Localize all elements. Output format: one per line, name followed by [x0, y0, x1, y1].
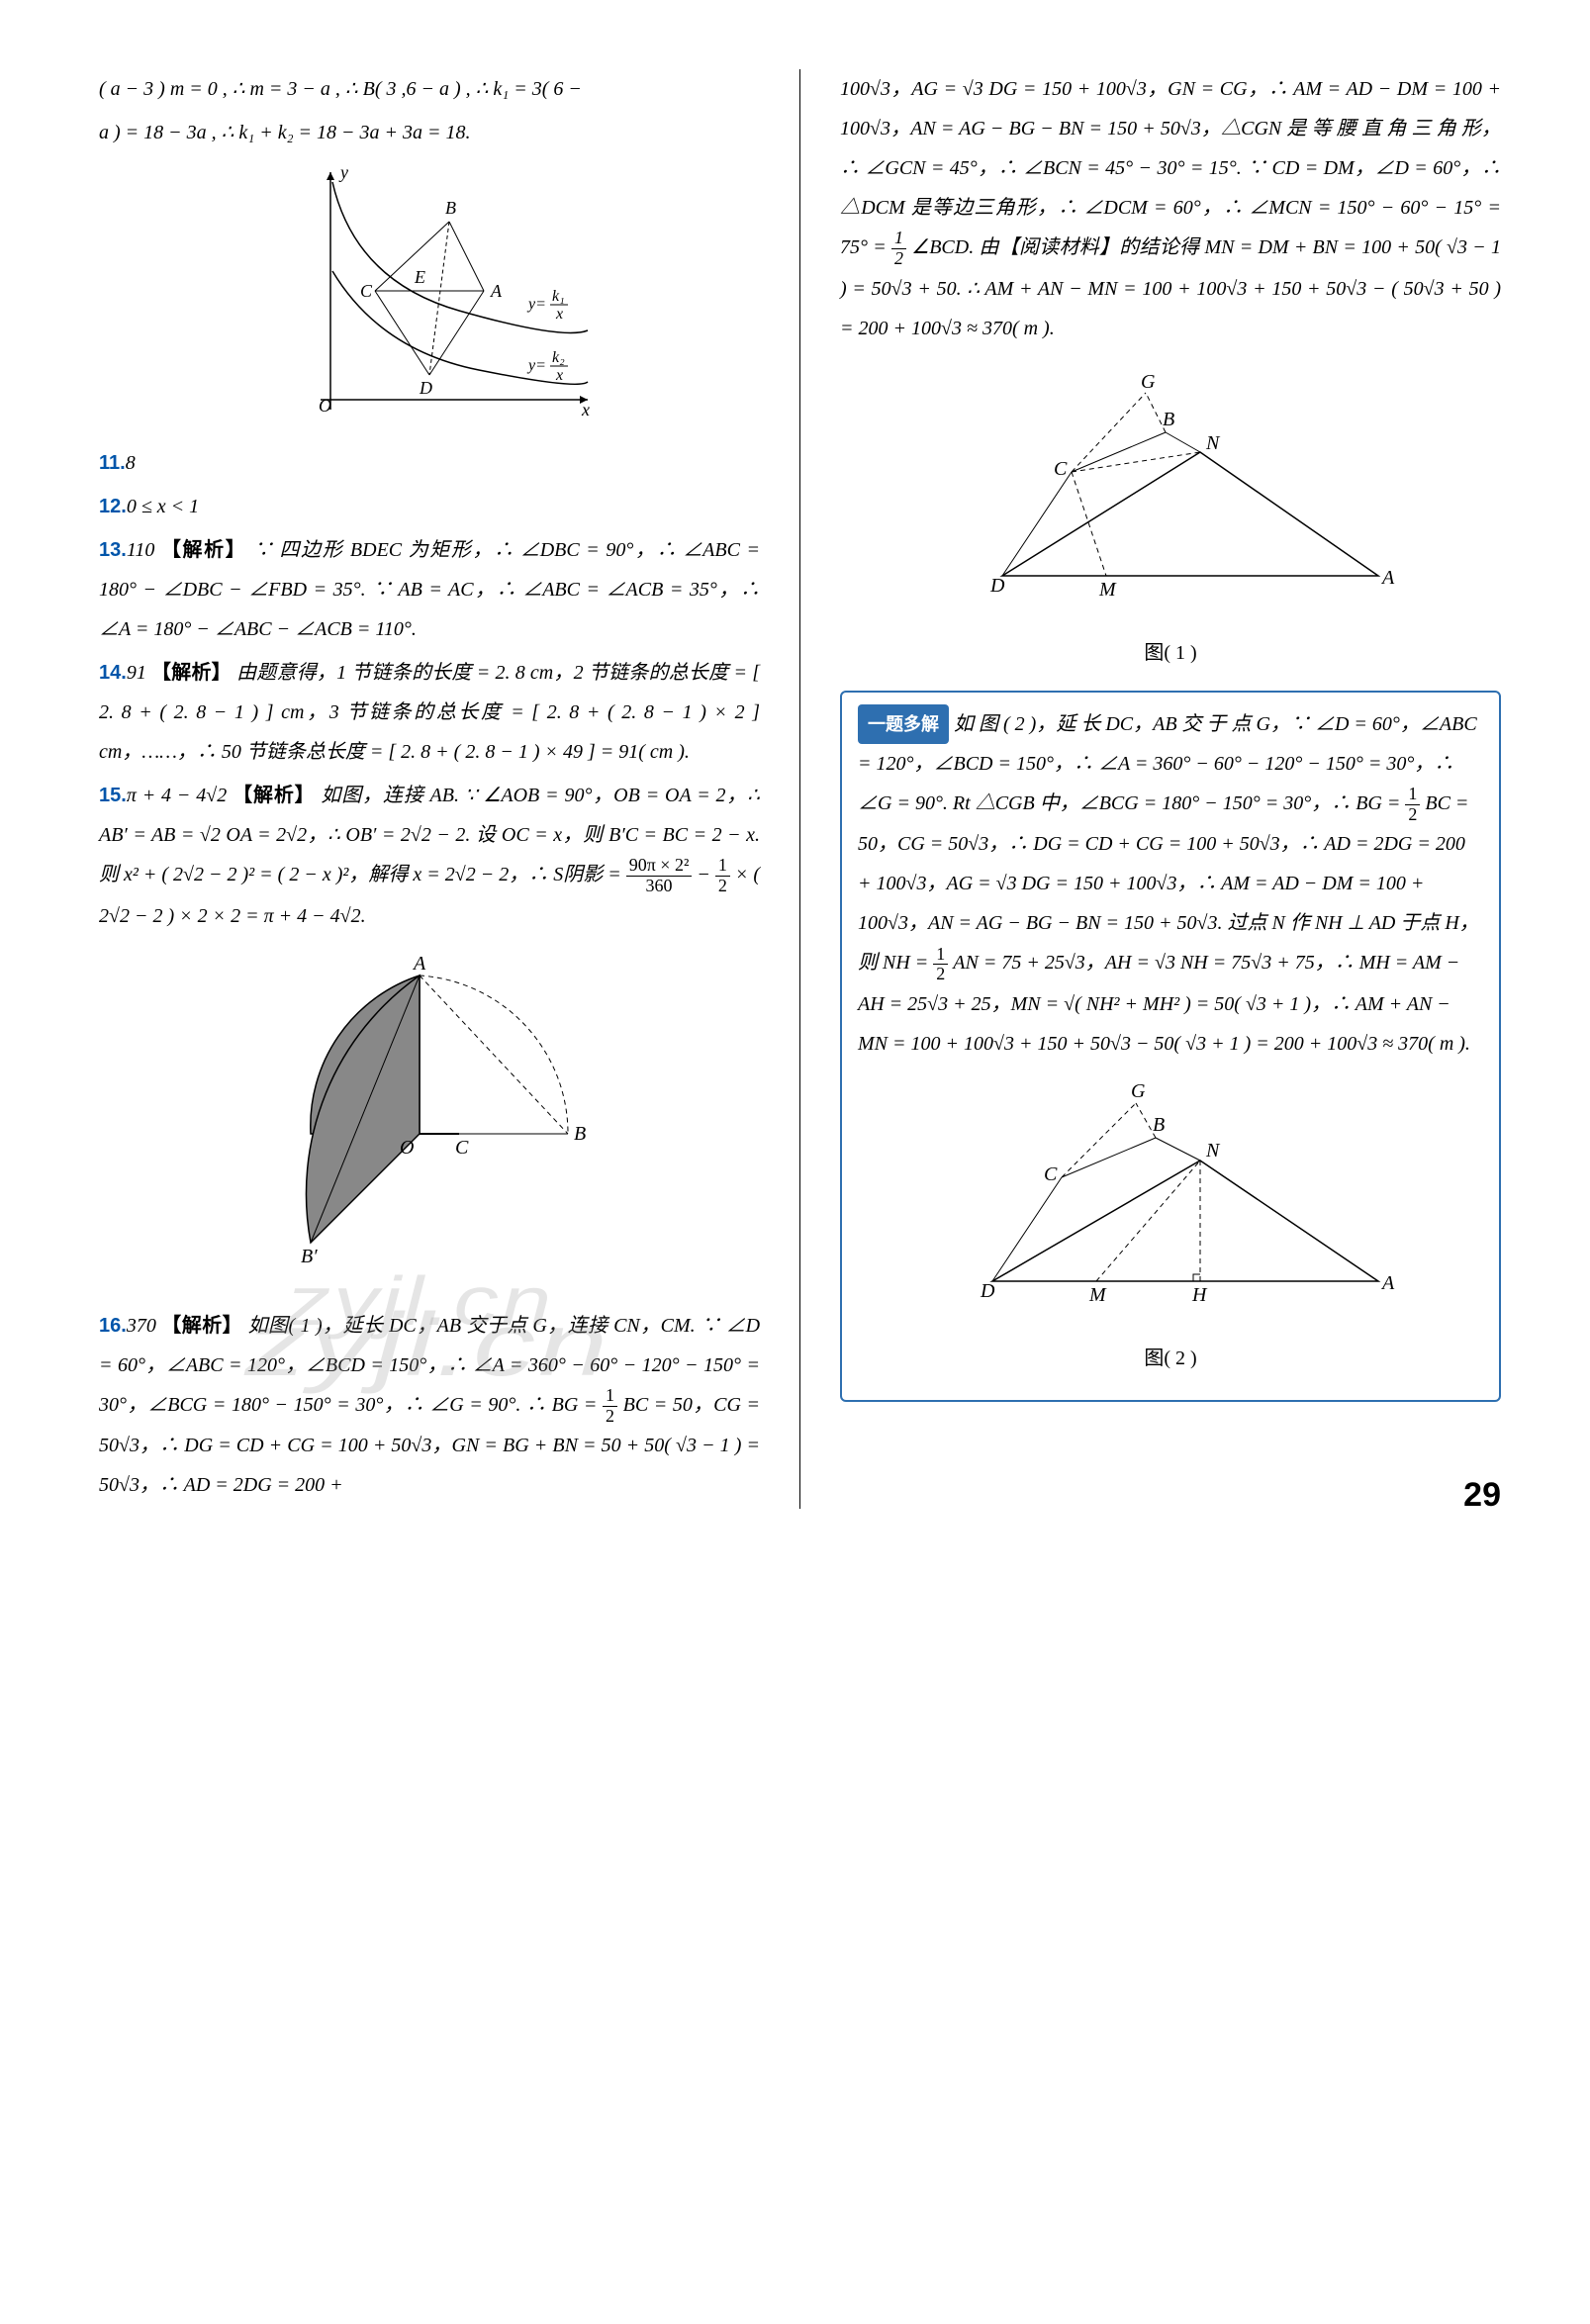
figure-caption: 图( 1 ): [840, 633, 1501, 673]
answer-11: 11.8: [99, 443, 760, 483]
svg-text:x: x: [581, 400, 590, 419]
svg-text:B: B: [574, 1123, 586, 1145]
answer-14: 14.91 【解析】 由题意得，1 节链条的长度 = 2. 8 cm，2 节链条…: [99, 653, 760, 772]
svg-text:C: C: [360, 281, 373, 301]
figure-triangle-2: D A M H C B N G 图( 2 ): [858, 1073, 1483, 1378]
svg-text:A: A: [412, 953, 426, 975]
svg-text:O: O: [400, 1137, 414, 1159]
svg-text:y=: y=: [526, 357, 546, 374]
figure-caption: 图( 2 ): [858, 1339, 1483, 1378]
answer-15: 15.π + 4 − 4√2 【解析】 如图，连接 AB. ∵ ∠AOB = 9…: [99, 776, 760, 936]
svg-text:N: N: [1205, 432, 1221, 454]
svg-text:G: G: [1141, 371, 1156, 393]
figure-triangle-1: D A M C B N G 图( 1 ): [840, 358, 1501, 673]
column-divider: [799, 69, 800, 1509]
answer-12: 12.0 ≤ x < 1: [99, 487, 760, 526]
svg-text:D: D: [980, 1280, 995, 1302]
svg-text:A: A: [490, 281, 503, 301]
alternative-solution-box: 一题多解 如 图 ( 2 )，延 长 DC，AB 交 于 点 G，∵ ∠D = …: [840, 691, 1501, 1402]
figure-sector: A B O C B′: [99, 946, 760, 1296]
svg-text:A: A: [1380, 567, 1395, 589]
svg-text:k₂: k₂: [552, 349, 565, 366]
svg-text:C: C: [455, 1137, 469, 1159]
svg-text:B: B: [1153, 1114, 1165, 1136]
svg-text:x: x: [555, 306, 563, 323]
svg-text:G: G: [1131, 1080, 1146, 1102]
svg-text:B′: B′: [301, 1246, 318, 1267]
svg-text:B: B: [1163, 409, 1174, 430]
svg-text:B: B: [445, 198, 456, 218]
svg-text:x: x: [555, 367, 563, 384]
svg-text:E: E: [414, 267, 425, 287]
svg-text:C: C: [1044, 1163, 1058, 1185]
figure-hyperbola: O y x B C A D E y: [99, 162, 760, 433]
answer-16: 16.370 【解析】 如图( 1 )，延长 DC，AB 交于点 G，连接 CN…: [99, 1306, 760, 1506]
svg-text:C: C: [1054, 458, 1068, 480]
continuation-right: 100√3，AG = √3 DG = 150 + 100√3，GN = CG，∴…: [840, 69, 1501, 348]
box-title: 一题多解: [858, 704, 949, 744]
svg-text:M: M: [1098, 579, 1117, 601]
svg-text:H: H: [1191, 1284, 1208, 1306]
svg-text:M: M: [1088, 1284, 1107, 1306]
continuation-line: a ) = 18 − 3a , ∴ k₁ + k₂ = 18 − 3a + 3a…: [99, 113, 760, 152]
svg-text:O: O: [319, 396, 331, 416]
svg-text:D: D: [419, 378, 432, 398]
svg-text:D: D: [989, 575, 1005, 597]
continuation-line: ( a − 3 ) m = 0 , ∴ m = 3 − a , ∴ B( 3 ,…: [99, 69, 760, 109]
answer-13: 13.110 【解析】 ∵ 四边形 BDEC 为矩形，∴ ∠DBC = 90°，…: [99, 530, 760, 649]
svg-text:k₁: k₁: [552, 288, 565, 305]
svg-text:y: y: [338, 162, 348, 182]
svg-text:A: A: [1380, 1272, 1395, 1294]
svg-text:N: N: [1205, 1140, 1221, 1162]
svg-text:y=: y=: [526, 296, 546, 313]
page-number: 29: [1463, 1461, 1501, 1529]
